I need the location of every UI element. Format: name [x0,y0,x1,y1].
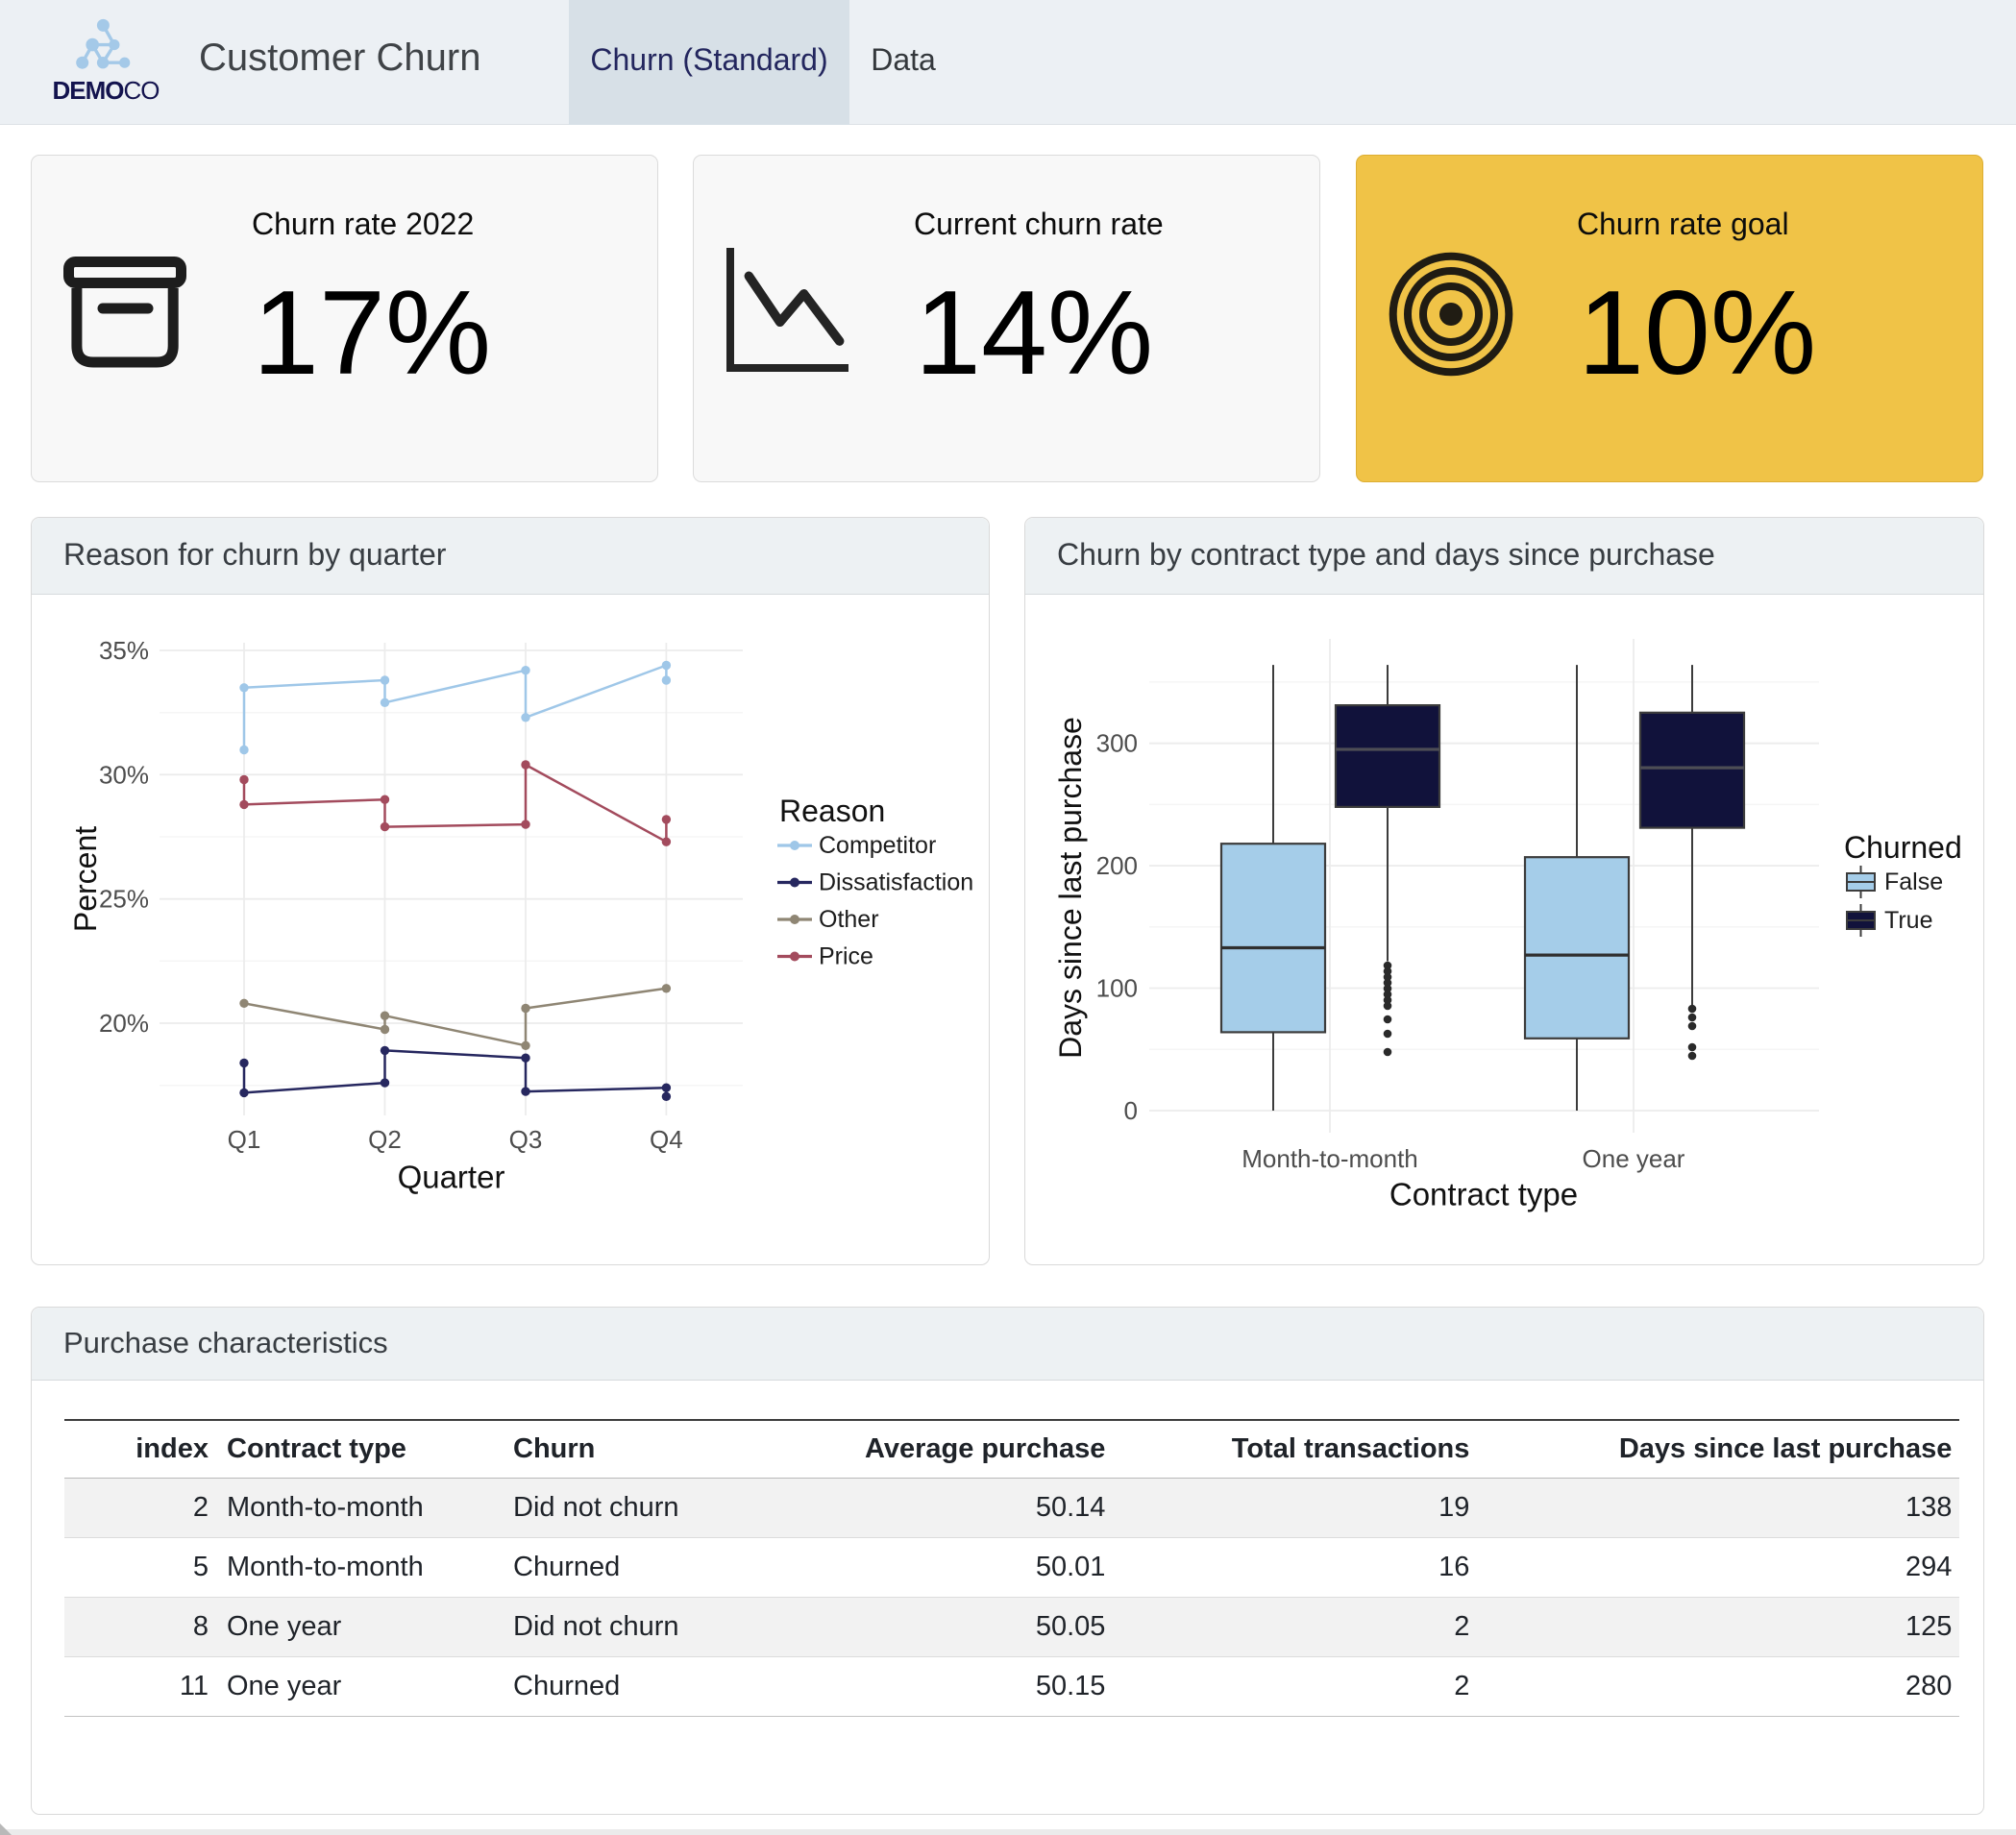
svg-text:One year: One year [1583,1144,1685,1173]
svg-text:Quarter: Quarter [398,1160,505,1195]
svg-text:Q3: Q3 [509,1125,543,1154]
svg-text:Q1: Q1 [228,1125,261,1154]
svg-text:Competitor: Competitor [819,832,936,859]
svg-text:Q2: Q2 [368,1125,402,1154]
svg-text:30%: 30% [99,760,149,789]
svg-text:Other: Other [819,906,879,933]
svg-text:Churned: Churned [1844,830,1962,865]
svg-text:200: 200 [1096,851,1138,880]
svg-text:Dissatisfaction: Dissatisfaction [819,869,973,896]
svg-text:300: 300 [1096,729,1138,758]
svg-text:Price: Price [819,943,873,970]
svg-text:Month-to-month: Month-to-month [1242,1144,1418,1173]
svg-text:Days since last purchase: Days since last purchase [1053,717,1088,1059]
svg-text:0: 0 [1124,1096,1138,1125]
svg-text:20%: 20% [99,1009,149,1038]
svg-text:Q4: Q4 [650,1125,683,1154]
svg-text:25%: 25% [99,885,149,914]
svg-text:100: 100 [1096,974,1138,1003]
svg-text:Reason: Reason [779,794,885,828]
svg-text:True: True [1884,907,1932,934]
svg-text:35%: 35% [99,636,149,665]
svg-text:False: False [1884,869,1943,895]
svg-text:Contract type: Contract type [1389,1177,1578,1212]
svg-text:Percent: Percent [68,826,103,932]
